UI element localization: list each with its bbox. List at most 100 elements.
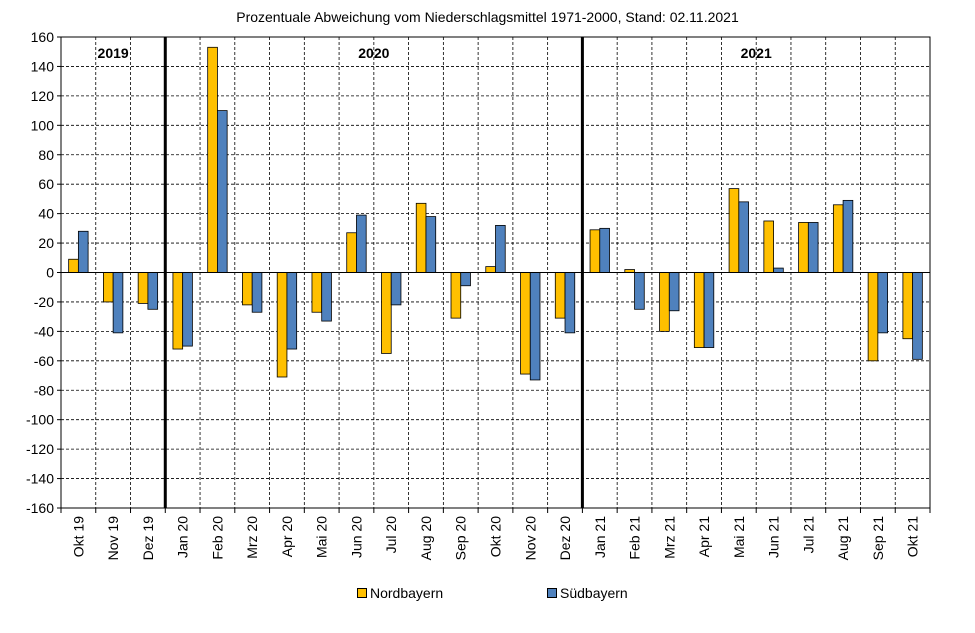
x-tick-label: Mai 21 <box>731 516 747 558</box>
bar-suedbayern <box>217 110 228 273</box>
bar-nordbayern <box>589 229 601 273</box>
y-tick-label: 20 <box>38 235 54 251</box>
x-tick-label: Okt 19 <box>70 516 86 557</box>
bar-suedbayern <box>599 227 610 273</box>
bar-suedbayern <box>286 272 298 350</box>
bar-suedbayern <box>912 272 923 360</box>
x-tick-label: Aug 21 <box>835 516 851 561</box>
year-label: 2021 <box>741 45 772 61</box>
bar-nordbayern <box>659 272 670 332</box>
x-tick-label: Jan 20 <box>175 516 191 558</box>
x-tick-label: Apr 20 <box>279 516 295 557</box>
bar-suedbayern <box>668 272 680 312</box>
y-tick-label: 60 <box>38 176 54 192</box>
bar-nordbayern <box>798 222 809 273</box>
y-tick-label: -140 <box>26 471 54 487</box>
x-tick-label: Okt 20 <box>488 516 504 557</box>
bar-suedbayern <box>356 214 367 273</box>
bar-suedbayern <box>773 267 784 273</box>
x-tick-label: Jul 20 <box>383 516 399 554</box>
bar-nordbayern <box>346 232 357 273</box>
x-tick-label: Mrz 20 <box>244 516 260 559</box>
y-tick-label: -20 <box>34 294 54 310</box>
bar-nordbayern <box>867 272 879 362</box>
bar-nordbayern <box>172 272 184 350</box>
y-tick-label: 0 <box>46 265 54 281</box>
bar-suedbayern <box>251 272 263 313</box>
x-tick-label: Apr 21 <box>696 516 712 557</box>
bar-suedbayern <box>425 216 437 273</box>
x-tick-label: Nov 20 <box>522 516 538 561</box>
y-tick-label: -40 <box>34 323 54 339</box>
bar-suedbayern <box>460 272 471 287</box>
bar-nordbayern <box>902 272 914 340</box>
y-tick-label: 140 <box>31 58 55 74</box>
y-tick-label: 40 <box>38 206 54 222</box>
bar-suedbayern <box>112 272 124 334</box>
bar-suedbayern <box>564 272 576 334</box>
bar-nordbayern <box>554 272 566 319</box>
bar-nordbayern <box>485 266 496 273</box>
plot-border <box>60 36 931 509</box>
bar-suedbayern <box>807 222 819 273</box>
bar-suedbayern <box>842 199 854 273</box>
bar-nordbayern <box>207 46 218 273</box>
x-tick-label: Okt 21 <box>905 516 921 557</box>
bar-nordbayern <box>311 272 323 313</box>
x-tick-label: Sep 21 <box>870 516 886 561</box>
year-label: 2019 <box>98 45 129 61</box>
bar-nordbayern <box>381 272 392 354</box>
x-tick-label: Nov 19 <box>105 516 121 561</box>
x-tick-label: Dez 19 <box>140 516 156 561</box>
bar-nordbayern <box>68 258 79 273</box>
bar-nordbayern <box>520 272 531 375</box>
bar-suedbayern <box>634 272 645 310</box>
chart-title: Prozentuale Abweichung vom Niederschlags… <box>236 9 739 25</box>
bar-suedbayern <box>321 272 332 322</box>
bar-nordbayern <box>103 272 114 303</box>
bar-suedbayern <box>877 272 888 334</box>
bar-nordbayern <box>693 272 705 348</box>
legend-swatch-nordbayern <box>357 588 367 598</box>
bar-nordbayern <box>832 204 844 273</box>
y-tick-label: -160 <box>26 500 54 516</box>
legend-label-suedbayern: Südbayern <box>560 585 628 601</box>
x-tick-label: Sep 20 <box>453 516 469 561</box>
bar-suedbayern <box>703 272 715 348</box>
y-tick-label: 120 <box>31 88 55 104</box>
x-tick-label: Jun 20 <box>348 516 364 558</box>
x-tick-label: Jun 21 <box>766 516 782 558</box>
x-tick-label: Jan 21 <box>592 516 608 558</box>
y-tick-label: 100 <box>31 117 55 133</box>
y-tick-label: -80 <box>34 382 54 398</box>
legend-swatch-suedbayern <box>547 588 557 598</box>
bar-suedbayern <box>147 272 159 310</box>
legend-label-nordbayern: Nordbayern <box>370 585 444 601</box>
x-tick-label: Mrz 21 <box>661 516 677 559</box>
bar-suedbayern <box>495 224 506 273</box>
y-tick-label: 80 <box>38 147 54 163</box>
y-tick-label: -100 <box>26 412 54 428</box>
x-tick-label: Dez 20 <box>557 516 573 561</box>
bar-nordbayern <box>137 272 149 304</box>
bar-nordbayern <box>763 220 774 273</box>
legend-item-suedbayern: Südbayern <box>547 584 628 602</box>
bar-nordbayern <box>728 188 740 273</box>
bar-nordbayern <box>450 272 462 319</box>
bar-nordbayern <box>415 202 427 273</box>
legend-item-nordbayern: Nordbayern <box>357 584 443 602</box>
x-tick-label: Feb 21 <box>627 516 643 560</box>
bar-suedbayern <box>182 272 193 347</box>
bar-suedbayern <box>77 230 89 273</box>
bar-suedbayern <box>529 272 541 381</box>
y-tick-label: 160 <box>31 29 55 45</box>
x-tick-label: Feb 20 <box>209 516 225 560</box>
x-tick-label: Aug 20 <box>418 516 434 561</box>
bar-nordbayern <box>242 272 253 306</box>
x-tick-label: Jul 21 <box>800 516 816 554</box>
bar-nordbayern <box>276 272 288 378</box>
year-label: 2020 <box>358 45 389 61</box>
x-tick-label: Mai 20 <box>314 516 330 558</box>
bar-suedbayern <box>738 201 749 273</box>
